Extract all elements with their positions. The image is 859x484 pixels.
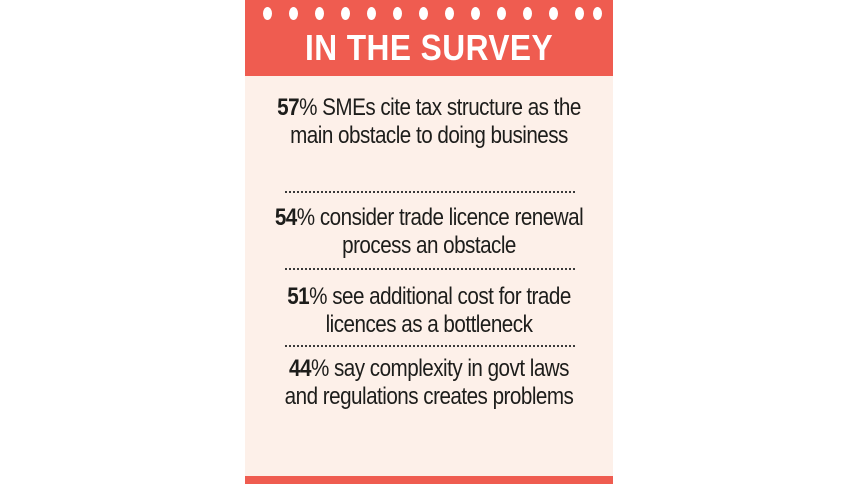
binder-hole	[549, 7, 558, 20]
binder-hole	[315, 7, 324, 20]
survey-card: IN THE SURVEY 57% SMEs cite tax structur…	[245, 0, 613, 484]
card-bottom-bar	[245, 476, 613, 484]
survey-finding: 57% SMEs cite tax structure as the main …	[271, 94, 587, 150]
finding-percent-unit: %	[299, 94, 317, 121]
card-title: IN THE SURVEY	[304, 27, 554, 68]
survey-finding: 44% say complexity in govt laws and regu…	[271, 355, 587, 411]
binder-hole	[593, 7, 602, 20]
finding-percent-unit: %	[296, 204, 315, 231]
binder-hole	[419, 7, 428, 20]
card-body	[245, 76, 613, 476]
finding-percent: 54	[274, 204, 297, 231]
binder-hole	[497, 7, 506, 20]
finding-text: SMEs cite tax structure as the main obst…	[290, 94, 581, 149]
finding-text: see additional cost for trade licences a…	[325, 283, 572, 338]
finding-text: say complexity in govt laws and regulati…	[284, 355, 574, 410]
finding-percent-unit: %	[309, 283, 327, 310]
dotted-divider	[285, 345, 575, 347]
binder-hole	[575, 7, 584, 20]
survey-finding: 51% see additional cost for trade licenc…	[271, 283, 587, 339]
card-header: IN THE SURVEY	[245, 0, 613, 76]
binder-hole	[289, 7, 298, 20]
binder-hole	[367, 7, 376, 20]
binder-hole	[341, 7, 350, 20]
survey-finding: 54% consider trade licence renewal proce…	[271, 204, 587, 260]
dotted-divider	[285, 191, 575, 193]
finding-text: consider trade licence renewal process a…	[314, 204, 584, 259]
finding-percent: 51	[287, 283, 310, 310]
binder-hole	[471, 7, 480, 20]
binder-hole	[445, 7, 454, 20]
finding-percent: 57	[277, 94, 300, 121]
finding-percent-unit: %	[310, 355, 329, 382]
finding-percent: 44	[289, 355, 311, 382]
binder-hole	[393, 7, 402, 20]
binder-hole	[263, 7, 272, 20]
dotted-divider	[285, 268, 575, 270]
binder-hole	[523, 7, 532, 20]
